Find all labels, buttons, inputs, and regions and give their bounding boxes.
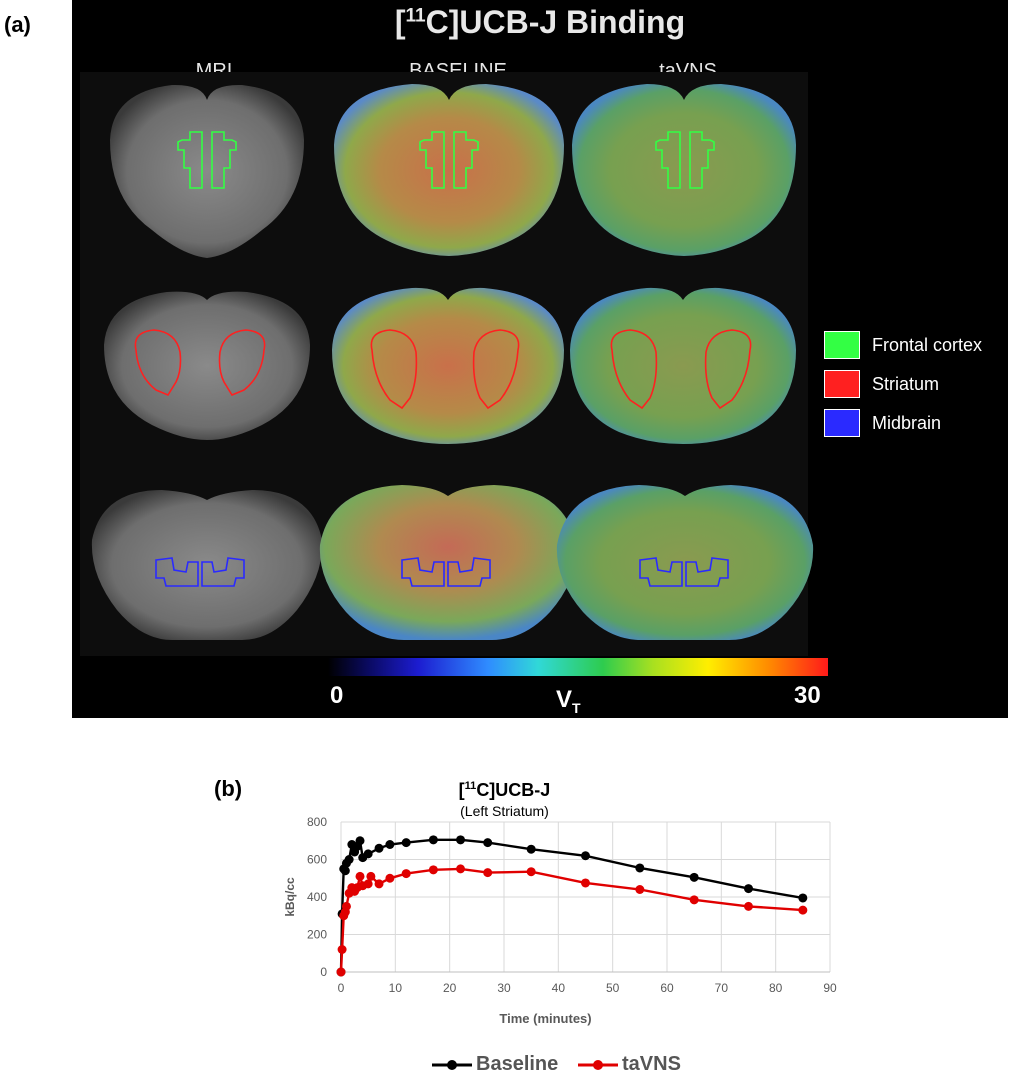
midbrain-roi-outlines: [155, 557, 729, 587]
data-point-baseline: [635, 863, 645, 873]
data-point-baseline: [340, 866, 350, 876]
data-point-baseline: [798, 893, 808, 903]
data-point-tavns: [428, 865, 438, 875]
frontal-cortex-roi-outlines: [177, 131, 715, 189]
colorbar-max-label: 30: [794, 682, 821, 709]
legend-item-frontal-cortex: Frontal cortex: [824, 331, 982, 359]
data-point-tavns: [744, 901, 753, 911]
data-point-tavns: [526, 867, 536, 877]
y-tick-label: 800: [307, 815, 327, 829]
data-point-baseline: [374, 843, 384, 853]
y-tick-label: 200: [307, 928, 327, 942]
mri-slice-striatum: [104, 291, 310, 440]
tavns-slice-midbrain: [556, 485, 814, 640]
legend-label-midbrain: Midbrain: [872, 412, 942, 433]
data-point-tavns: [798, 905, 808, 915]
baseline-slice-striatum: [332, 287, 564, 444]
data-point-baseline: [689, 872, 699, 882]
legend-marker-baseline: [432, 1059, 472, 1070]
data-point-tavns: [366, 871, 376, 881]
x-tick-label: 30: [497, 981, 511, 995]
legend-label-frontal-cortex: Frontal cortex: [872, 334, 983, 355]
colorbar-min-label: 0: [330, 682, 344, 709]
data-point-baseline: [401, 838, 411, 848]
data-point-baseline: [355, 836, 365, 846]
panel-a-label: (a): [4, 12, 31, 37]
x-tick-label: 10: [389, 981, 403, 995]
legend-item-tavns: taVNS: [578, 1053, 681, 1076]
tavns-slice-frontal: [572, 84, 796, 256]
data-point-tavns: [337, 945, 347, 954]
x-tick-label: 80: [769, 981, 783, 995]
data-point-tavns: [341, 901, 351, 911]
x-tick-label: 40: [552, 981, 566, 995]
x-axis-label: Time (minutes): [499, 1011, 591, 1026]
data-point-baseline: [526, 844, 536, 854]
data-point-baseline: [483, 838, 493, 848]
data-point-tavns: [581, 878, 590, 888]
data-point-tavns: [363, 879, 373, 889]
legend-item-midbrain: Midbrain: [824, 409, 941, 437]
data-point-baseline: [456, 835, 466, 845]
mri-slice-midbrain: [91, 490, 323, 640]
x-tick-label: 60: [660, 981, 674, 995]
data-point-tavns: [401, 869, 411, 879]
baseline-slice-frontal: [334, 84, 564, 256]
data-point-baseline: [385, 840, 395, 849]
data-point-baseline: [744, 884, 753, 894]
x-tick-label: 20: [443, 981, 457, 995]
chart-subtitle: (Left Striatum): [460, 803, 549, 819]
striatum-roi-outlines: [134, 329, 752, 410]
y-tick-label: 600: [307, 853, 327, 867]
panel-b-label: (b): [214, 776, 243, 801]
data-point-baseline: [363, 849, 373, 859]
legend-swatch-striatum: [824, 370, 860, 398]
data-point-baseline: [581, 851, 590, 861]
x-tick-label: 90: [823, 981, 837, 995]
data-point-tavns: [483, 868, 493, 878]
x-tick-label: 0: [338, 981, 345, 995]
chart-title: [11C]UCB-J: [458, 780, 551, 800]
brain-image-panel: [11C]UCB-J Binding MRI BASELINE taVNS L …: [72, 0, 1008, 718]
legend-swatch-midbrain: [824, 409, 860, 437]
data-point-baseline: [344, 855, 354, 864]
legend-marker-tavns: [578, 1059, 618, 1070]
y-tick-label: 0: [320, 965, 327, 979]
colorbar-variable-label: VT: [556, 686, 581, 716]
y-tick-label: 400: [307, 890, 327, 904]
legend-label-baseline: Baseline: [476, 1053, 559, 1075]
data-point-tavns: [336, 967, 346, 977]
data-point-tavns: [635, 885, 645, 894]
data-point-baseline: [428, 835, 438, 845]
data-point-tavns: [355, 871, 365, 881]
mri-slice-frontal: [110, 84, 304, 258]
data-point-tavns: [374, 879, 384, 889]
x-tick-label: 50: [606, 981, 620, 995]
y-axis-label: kBq/cc: [283, 877, 297, 917]
tavns-slice-striatum: [570, 287, 796, 444]
legend-swatch-frontal-cortex: [824, 331, 860, 359]
legend-item-striatum: Striatum: [824, 370, 939, 398]
data-point-tavns: [385, 873, 395, 883]
data-point-tavns: [456, 864, 466, 874]
brain-slices-figure: [80, 72, 814, 656]
colorbar: [328, 658, 828, 676]
legend-item-baseline: Baseline: [432, 1053, 558, 1076]
x-tick-label: 70: [715, 981, 729, 995]
data-point-tavns: [689, 895, 699, 905]
legend-label-striatum: Striatum: [872, 373, 940, 394]
legend-label-tavns: taVNS: [622, 1053, 681, 1075]
panel-a-title: [11C]UCB-J Binding: [394, 4, 686, 40]
